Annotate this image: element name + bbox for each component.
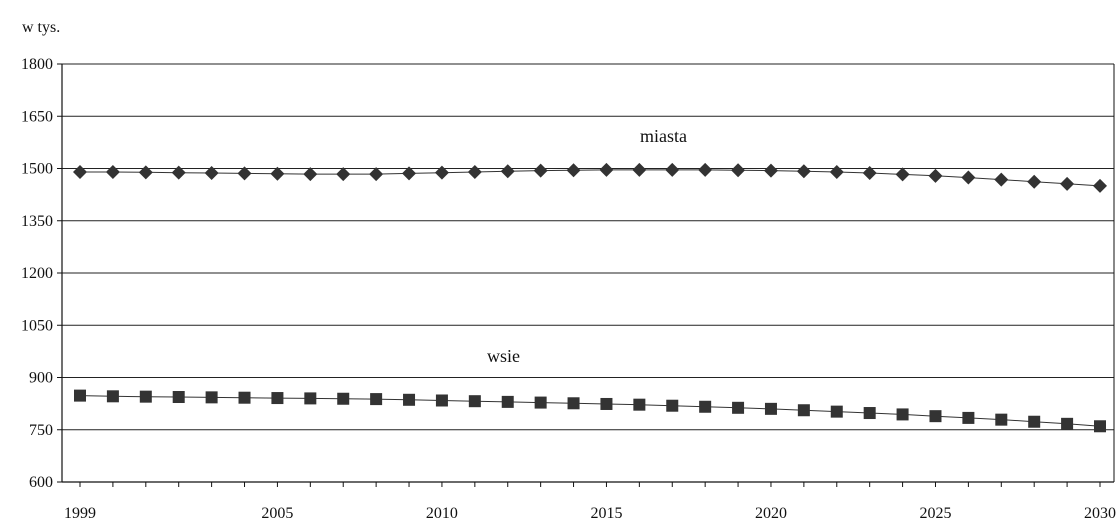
point-miasta-1999: [73, 164, 87, 179]
point-wsie-2020: [764, 402, 777, 415]
y-tick-labels: 600 750 900 1050 1200 1350 1500 1650 1800: [21, 56, 53, 491]
point-wsie-2030: [1094, 420, 1106, 433]
point-miasta-2025: [928, 168, 943, 183]
point-wsie-2018: [699, 400, 712, 413]
point-miasta-2021: [796, 164, 811, 179]
point-miasta-2006: [303, 167, 318, 182]
point-wsie-2009: [403, 393, 416, 406]
point-miasta-2016: [632, 162, 647, 177]
point-wsie-2002: [172, 391, 185, 404]
point-miasta-2008: [369, 167, 384, 182]
point-miasta-2002: [171, 165, 186, 180]
series-label-wsie: wsie: [487, 346, 520, 366]
axes: [57, 63, 1115, 487]
y-tick-label-1050: 1050: [21, 317, 53, 334]
x-tick-label-2030: 2030: [1084, 505, 1116, 522]
point-wsie-2021: [797, 404, 810, 417]
x-tick-label-1999: 1999: [64, 505, 96, 522]
point-wsie-2017: [666, 399, 679, 412]
point-miasta-2014: [566, 163, 581, 178]
y-tick-label-1500: 1500: [21, 161, 53, 178]
y-tick-label-750: 750: [29, 422, 53, 439]
y-tick-label-1200: 1200: [21, 265, 53, 282]
point-miasta-2020: [763, 163, 778, 178]
x-tick-label-2015: 2015: [590, 505, 622, 522]
point-miasta-2003: [204, 166, 219, 181]
point-wsie-2015: [600, 397, 613, 410]
point-wsie-2028: [1028, 415, 1041, 428]
x-tick-labels: 1999 2005 2010 2015 2020 2025 2030: [64, 505, 1116, 522]
point-miasta-2027: [994, 172, 1009, 187]
point-wsie-2010: [435, 394, 448, 407]
point-wsie-2023: [863, 407, 876, 420]
point-miasta-2012: [500, 164, 515, 179]
x-tick-label-2005: 2005: [261, 505, 293, 522]
point-miasta-2024: [895, 167, 910, 182]
point-wsie-2005: [271, 392, 284, 405]
y-tick-label-1350: 1350: [21, 213, 53, 230]
y-tick-label-1650: 1650: [21, 108, 53, 125]
point-wsie-2001: [139, 390, 152, 403]
y-tick-label-900: 900: [29, 370, 53, 387]
point-miasta-2017: [665, 162, 680, 177]
series-line-wsie: [79, 395, 1101, 427]
point-wsie-2019: [732, 401, 745, 414]
point-miasta-2019: [731, 163, 746, 178]
point-wsie-1999: [74, 389, 86, 402]
point-miasta-2004: [237, 166, 252, 181]
x-tick-label-2010: 2010: [426, 505, 458, 522]
point-wsie-2006: [304, 392, 317, 405]
point-miasta-2007: [336, 167, 351, 182]
point-miasta-2029: [1060, 176, 1075, 191]
point-wsie-2025: [929, 410, 942, 423]
point-wsie-2027: [995, 413, 1008, 426]
point-miasta-2023: [862, 166, 877, 181]
series-markers: [73, 162, 1107, 433]
series-label-miasta: miasta: [640, 126, 687, 146]
point-wsie-2000: [106, 390, 119, 403]
point-wsie-2008: [370, 393, 383, 406]
point-wsie-2012: [501, 395, 514, 408]
point-wsie-2022: [830, 405, 843, 418]
y-tick-label-600: 600: [29, 474, 53, 491]
point-wsie-2026: [962, 411, 975, 424]
point-wsie-2024: [896, 408, 909, 421]
point-miasta-2028: [1027, 174, 1042, 189]
point-miasta-2026: [961, 170, 976, 185]
grid-lines: [62, 63, 1114, 483]
point-wsie-2029: [1061, 417, 1074, 430]
series-line-miasta: [80, 169, 1101, 187]
y-tick-label-1800: 1800: [21, 56, 53, 73]
point-miasta-2005: [270, 166, 285, 181]
point-miasta-2030: [1093, 178, 1107, 193]
point-wsie-2016: [633, 398, 646, 411]
x-tick-label-2020: 2020: [755, 505, 787, 522]
point-miasta-2022: [829, 164, 844, 179]
point-wsie-2014: [567, 397, 580, 410]
point-miasta-2013: [533, 163, 548, 178]
point-miasta-2018: [698, 162, 713, 177]
point-wsie-2007: [337, 392, 350, 405]
point-miasta-2011: [467, 164, 482, 179]
x-tick-label-2025: 2025: [919, 505, 951, 522]
point-miasta-2015: [599, 162, 614, 177]
series-lines: [79, 169, 1101, 427]
y-axis-label: w tys.: [22, 19, 60, 36]
point-wsie-2011: [468, 395, 481, 408]
point-miasta-2009: [402, 166, 417, 181]
point-miasta-2001: [138, 165, 153, 180]
point-wsie-2013: [534, 396, 547, 409]
point-wsie-2003: [205, 391, 218, 404]
point-miasta-2000: [105, 164, 120, 179]
point-miasta-2010: [434, 165, 449, 180]
point-wsie-2004: [238, 391, 251, 404]
